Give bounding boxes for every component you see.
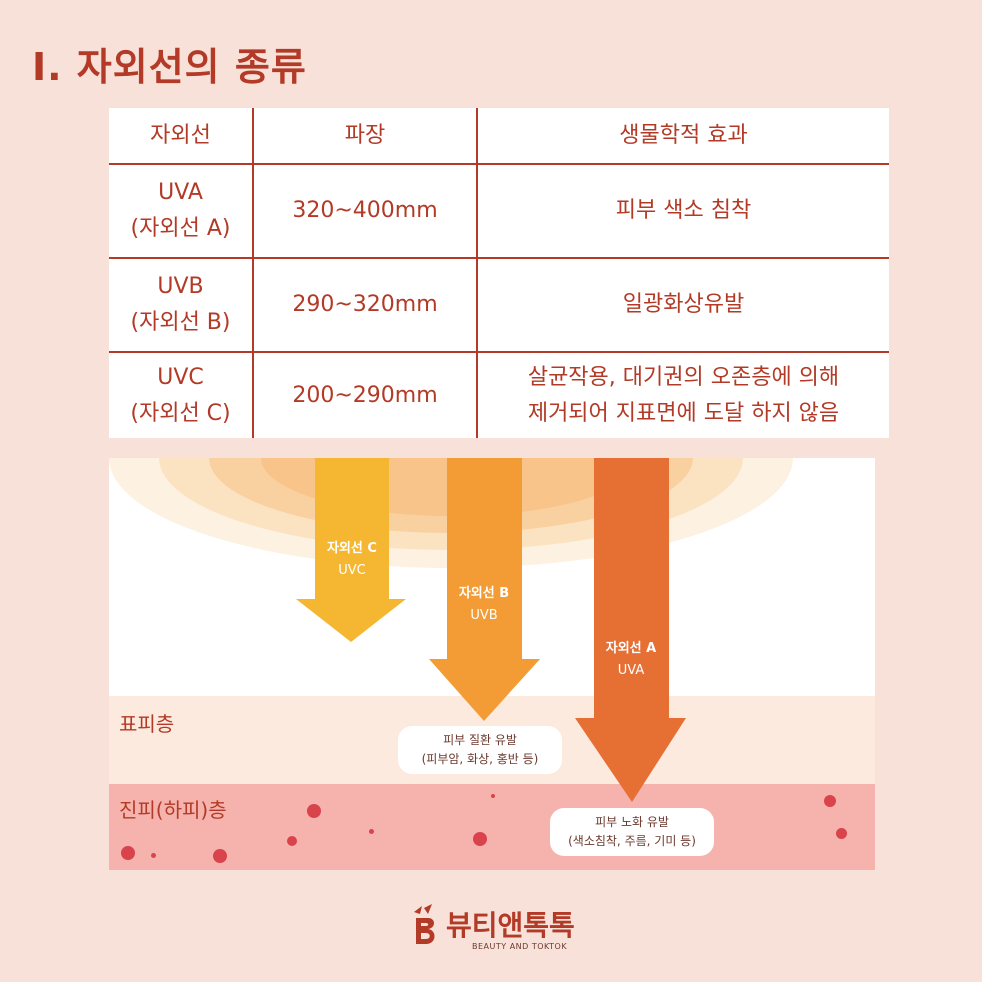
blood-dot [824,795,836,807]
brand-mark-icon [414,904,435,944]
effect-text: 일광화상유발 [622,292,745,317]
blood-dot [121,846,135,860]
cell-effect: 살균작용, 대기권의 오존층에 의해 제거되어 지표면에 도달 하지 않음 [476,351,889,438]
dermis-label: 진피(하피)층 [119,798,227,822]
uv-penetration-diagram: 표피층 진피(하피)층 자외선 C UVC 자외선 B UVB 자외선 A UV… [109,458,875,870]
cell-wavelength: 320~400mm [252,163,478,259]
cell-uv-type: UVA (자외선 A) [109,163,254,259]
effect-text-line2: 제거되어 지표면에 도달 하지 않음 [527,400,840,426]
brand-name: 뷰티앤톡톡 [446,909,575,942]
page-title: I. 자외선의 종류 [32,45,307,89]
uvb-code: UVB [470,608,498,623]
dermis-layer [109,784,875,870]
uvb-effect-title: 피부 질환 유발 [443,733,517,747]
uv-type-code: UVA [158,180,203,205]
header-uv-type: 자외선 [109,108,254,165]
cell-effect: 일광화상유발 [476,257,889,353]
effect-text: 피부 색소 침착 [615,198,752,223]
uva-effect-examples: (색소침착, 주름, 기미 등) [568,834,696,848]
uv-type-korean: (자외선 A) [130,216,231,241]
table-row-uvc: UVC (자외선 C) 200~290mm 살균작용, 대기권의 오존층에 의해… [109,351,889,438]
uva-name: 자외선 A [605,641,657,656]
cell-effect: 피부 색소 침착 [476,163,889,259]
cell-uv-type: UVB (자외선 B) [109,257,254,353]
blood-dot [287,836,297,846]
blood-dot [836,828,847,839]
uv-type-code: UVB [157,274,204,299]
table-row-uva: UVA (자외선 A) 320~400mm 피부 색소 침착 [109,163,889,259]
brand-subtitle: BEAUTY AND TOKTOK [472,942,568,951]
uva-arrow-label: 자외선 A UVA [571,638,691,682]
uv-arrows [296,458,686,802]
uvc-code: UVC [338,563,366,578]
uv-types-table: 자외선 파장 생물학적 효과 UVA (자외선 A) 320~400mm 피부 … [109,108,889,438]
uvb-effect-bubble: 피부 질환 유발 (피부암, 화상, 홍반 등) [398,726,562,774]
uv-type-code: UVC [157,364,204,390]
uvb-name: 자외선 B [458,586,510,601]
uva-effect-title: 피부 노화 유발 [595,815,669,829]
cell-wavelength: 200~290mm [252,351,478,438]
uv-type-korean: (자외선 B) [130,310,231,335]
uvb-effect-examples: (피부암, 화상, 홍반 등) [421,752,539,766]
blood-dot [213,849,227,863]
uvc-arrow-label: 자외선 C UVC [292,538,412,582]
uv-type-korean: (자외선 C) [130,400,231,426]
cell-wavelength: 290~320mm [252,257,478,353]
uva-effect-bubble: 피부 노화 유발 (색소침착, 주름, 기미 등) [550,808,714,856]
uvb-arrow-label: 자외선 B UVB [424,583,544,627]
epidermis-label: 표피층 [119,712,175,736]
cell-uv-type: UVC (자외선 C) [109,351,254,438]
uvb-arrow [429,458,540,721]
table-row-uvb: UVB (자외선 B) 290~320mm 일광화상유발 [109,257,889,353]
uvc-arrow [296,458,406,642]
blood-dot [369,829,374,834]
uva-code: UVA [617,663,645,678]
blood-dot [473,832,487,846]
blood-dot [307,804,321,818]
blood-dot [491,794,495,798]
uvc-name: 자외선 C [327,541,377,556]
table-header-row: 자외선 파장 생물학적 효과 [109,108,889,165]
header-wavelength: 파장 [252,108,478,165]
uva-arrow [575,458,686,802]
header-biological-effect: 생물학적 효과 [476,108,889,165]
effect-text-line1: 살균작용, 대기권의 오존층에 의해 [527,364,840,390]
blood-dot [151,853,156,858]
